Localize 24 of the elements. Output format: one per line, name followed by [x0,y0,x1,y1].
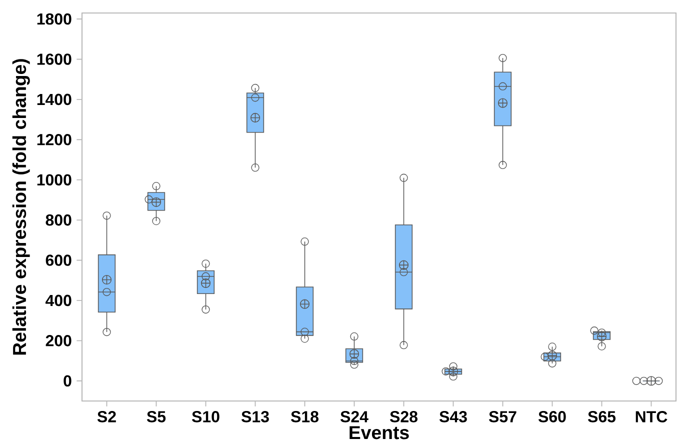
x-tick-label: S18 [290,411,318,422]
x-tick-label: S24 [340,411,368,422]
x-tick-label: S43 [439,411,467,422]
x-tick-label: S57 [488,411,516,422]
y-tick-label: 1600 [37,54,72,65]
y-tick-label: 1400 [37,94,72,106]
x-tick-label: NTC [636,411,668,422]
x-tick-label: S65 [588,411,616,422]
y-axis-title: Relative expression (fold change) [12,59,30,355]
x-tick-label: S2 [97,411,116,422]
x-tick-label: S28 [390,411,418,422]
y-tick-label: 200 [46,335,72,346]
x-tick-label: S5 [146,411,166,422]
y-tick-label: 0 [64,375,72,387]
y-tick-label: 1000 [37,174,72,186]
x-axis-title: Events [350,426,409,440]
y-tick-label: 1200 [37,134,72,146]
y-tick-label: 800 [46,214,72,226]
x-tick-label: S13 [241,411,269,422]
x-tick-label: S10 [192,411,220,422]
x-tick-label: S60 [538,411,566,422]
y-tick-label: 1800 [37,13,72,25]
y-tick-label: 400 [46,294,72,306]
y-tick-label: 600 [46,254,72,266]
